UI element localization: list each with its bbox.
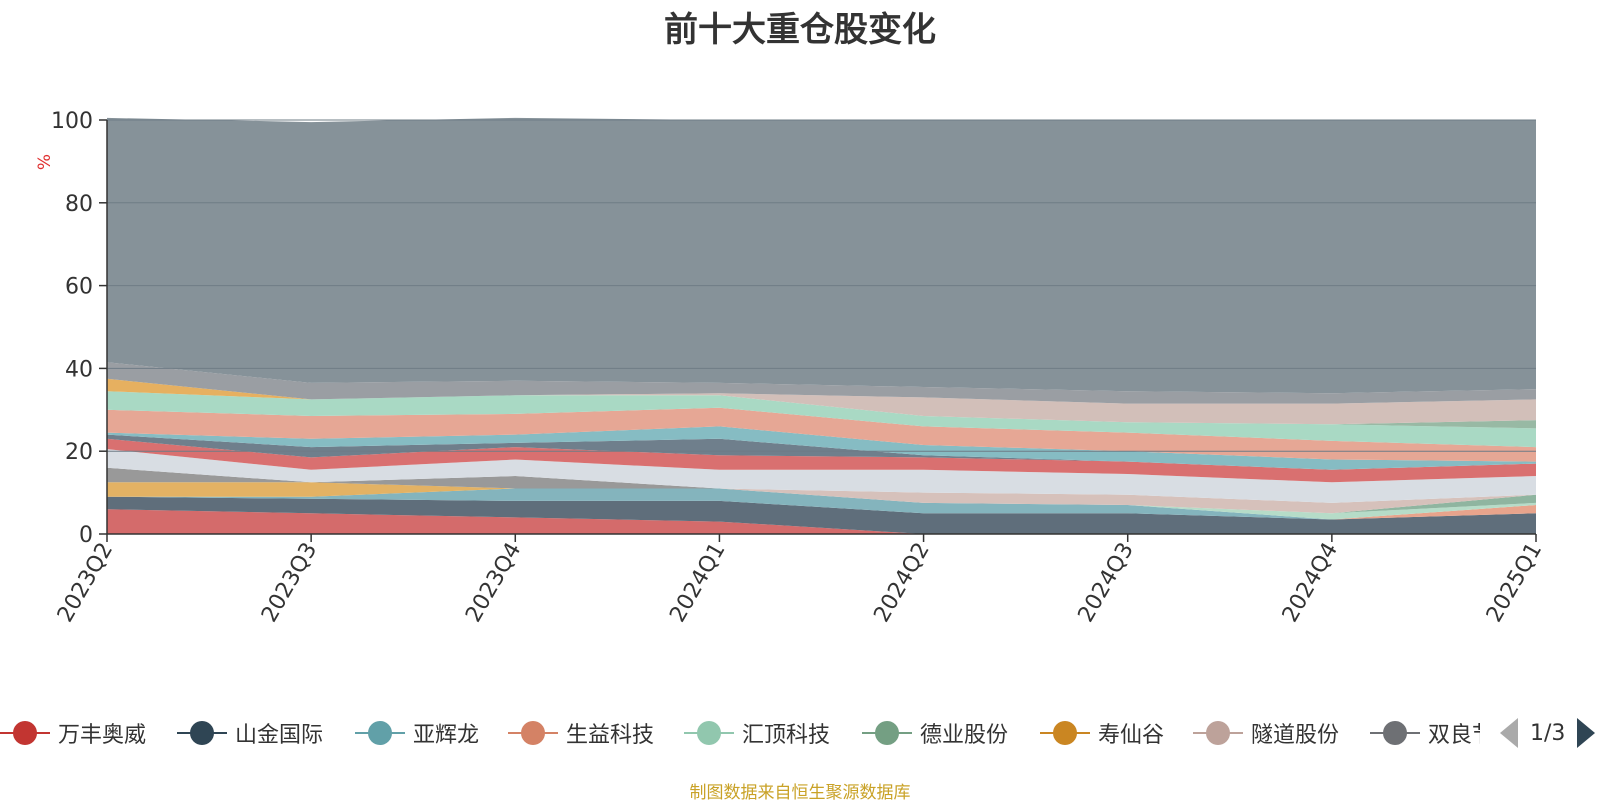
grid-layer: [107, 119, 1536, 452]
legend-marker-icon: [0, 720, 50, 746]
legend-label: 隧道股份: [1251, 723, 1340, 748]
legend-label: 亚辉龙: [413, 723, 480, 748]
legend-label: 生益科技: [566, 723, 655, 748]
legend-label: 万丰奥威: [58, 723, 147, 748]
legend-item[interactable]: 生益科技: [508, 712, 654, 754]
x-tick-label: 2024Q1: [665, 539, 730, 627]
area-series-20: [107, 117, 1536, 394]
area-series-3: [107, 488, 1536, 520]
triangle-right-icon[interactable]: [1577, 718, 1596, 748]
legend-marker-icon: [508, 720, 558, 746]
area-series-11: [107, 438, 1536, 483]
legend-label: 双良节能: [1428, 723, 1480, 748]
area-series-2: [107, 496, 1536, 534]
area-series-13: [107, 426, 1536, 470]
chart-title: 前十大重仓股变化: [664, 10, 936, 50]
area-series-12: [107, 434, 1536, 470]
legend-item[interactable]: 寿仙谷: [1040, 712, 1164, 754]
x-tick-label: 2024Q2: [869, 539, 934, 627]
legend-marker-icon: [355, 720, 405, 746]
legend-pager: 1/3: [1500, 715, 1596, 751]
area-series-15: [107, 391, 1536, 448]
y-tick-label: 60: [65, 275, 93, 300]
area-series-16: [107, 391, 1536, 429]
x-tick-label: 2024Q4: [1278, 539, 1343, 627]
y-axis-label: %: [35, 154, 55, 170]
y-tick-label: 20: [65, 440, 93, 465]
source-note: 制图数据来自恒生聚源数据库: [689, 783, 911, 803]
legend-item[interactable]: 双良节能: [1370, 712, 1480, 754]
legend-marker-icon: [1370, 720, 1420, 746]
area-series-10: [107, 449, 1536, 503]
x-tick-label: 2024Q3: [1074, 539, 1139, 627]
areas-layer: [107, 117, 1536, 534]
legend-label: 寿仙谷: [1098, 723, 1165, 748]
legend-item[interactable]: 万丰奥威: [0, 712, 146, 754]
area-series-18: [107, 378, 1536, 425]
area-series-1: [107, 509, 1536, 534]
y-tick-label: 40: [65, 357, 93, 382]
x-tick-label: 2023Q2: [53, 539, 118, 627]
legend-marker-icon: [1193, 720, 1243, 746]
legend-item[interactable]: 亚辉龙: [355, 712, 479, 754]
legend-marker-icon: [862, 720, 912, 746]
x-tick-label: 2025Q1: [1482, 539, 1547, 627]
legend-marker-icon: [684, 720, 734, 746]
legend: 万丰奥威 山金国际 亚辉龙 生益科技 汇顶科技 德业股份 寿仙谷 隧道股份 双良节能: [0, 712, 1480, 754]
legend-item[interactable]: 隧道股份: [1193, 712, 1339, 754]
y-tick-label: 80: [65, 192, 93, 217]
area-series-14: [107, 407, 1536, 462]
legend-item[interactable]: 德业股份: [862, 712, 1008, 754]
legend-label: 汇顶科技: [742, 723, 831, 748]
area-series-19: [107, 362, 1536, 404]
legend-label: 德业股份: [920, 723, 1009, 748]
stacked-area-chart: 0 20 40 60 80 100 2023Q2 2023Q3 2023Q4 2024Q1 2024…: [35, 109, 1547, 627]
y-tick-label: 100: [51, 109, 93, 134]
legend-marker-icon: [1040, 720, 1090, 746]
area-series-4: [107, 488, 1536, 520]
y-tick-label: 0: [79, 523, 93, 548]
legend-label: 山金国际: [235, 723, 324, 748]
legend-marker-icon: [177, 720, 227, 746]
legend-page-indicator: 1/3: [1530, 720, 1566, 746]
area-series-7: [107, 482, 1536, 514]
triangle-left-icon[interactable]: [1500, 718, 1518, 748]
x-tick-label: 2023Q4: [461, 539, 526, 627]
legend-item[interactable]: 山金国际: [177, 712, 323, 754]
area-series-8: [107, 482, 1536, 514]
legend-item[interactable]: 汇顶科技: [684, 712, 830, 754]
x-tick-label: 2023Q3: [257, 539, 322, 627]
